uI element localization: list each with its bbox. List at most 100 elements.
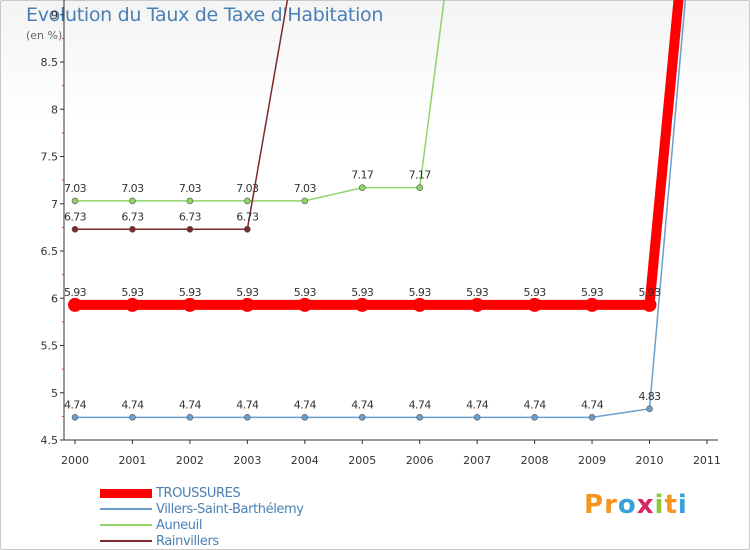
x-tick-label: 2002: [176, 454, 204, 467]
data-point: [182, 297, 197, 312]
y-tick-label: 4.5: [41, 434, 59, 447]
data-point: [240, 297, 255, 312]
data-label: 5.93: [524, 286, 547, 299]
data-point: [416, 414, 424, 421]
y-tick-label: 6: [51, 292, 58, 305]
data-point: [186, 197, 194, 205]
series-line-troussures: [70, 0, 684, 310]
logo-letter: x: [636, 490, 655, 520]
data-point: [244, 225, 251, 233]
data-label: 4.74: [581, 398, 604, 411]
data-point: [412, 297, 427, 312]
x-tick-label: 2007: [463, 454, 491, 467]
data-label: 5.93: [294, 286, 317, 299]
legend-swatch: [100, 540, 152, 542]
data-label: 4.74: [409, 398, 432, 411]
data-point: [71, 225, 79, 233]
logo-letter: P: [584, 490, 605, 520]
data-point: [301, 197, 309, 205]
chart-title: Evolution du Taux de Taxe d'Habitation: [26, 4, 384, 26]
data-point: [358, 184, 366, 191]
data-label: 5.93: [121, 286, 144, 299]
y-tick-label: 6.5: [41, 245, 59, 258]
x-tick-label: 2003: [233, 454, 261, 467]
x-tick-label: 2004: [291, 454, 319, 467]
proxiti-logo: Proxiti: [584, 490, 688, 520]
data-label: 4.74: [466, 398, 489, 411]
logo-letter: o: [617, 490, 637, 520]
y-tick-label: 9: [51, 9, 58, 22]
data-point: [244, 197, 251, 205]
legend-swatch: [100, 524, 152, 526]
data-point: [646, 405, 653, 413]
data-label: 4.74: [524, 398, 547, 411]
logo-letter: r: [604, 490, 618, 520]
data-point: [355, 297, 370, 312]
data-label: 5.93: [179, 286, 202, 299]
x-tick-label: 2006: [406, 454, 434, 467]
data-label: 7.17: [409, 169, 432, 182]
legend: TROUSSURES Villers-Saint-Barthélemy Auneui…: [100, 485, 304, 549]
y-tick-label: 8.5: [41, 56, 59, 69]
data-label: 5.93: [236, 286, 259, 299]
data-label: 5.93: [409, 286, 432, 299]
x-tick-label: 2010: [636, 454, 664, 467]
series-line-villers-saint-barth-lemy: [74, 0, 687, 419]
legend-label: Auneuil: [156, 517, 203, 533]
data-point: [129, 197, 136, 205]
data-label: 7.03: [236, 182, 259, 195]
data-label: 7.17: [351, 169, 374, 182]
data-point: [129, 225, 136, 233]
data-point: [301, 414, 309, 421]
legend-label: TROUSSURES: [156, 485, 241, 501]
y-tick-label: 7: [51, 198, 58, 211]
data-point: [642, 297, 657, 312]
data-label: 6.73: [64, 210, 87, 223]
data-label: 6.73: [121, 210, 144, 223]
data-label: 7.03: [64, 182, 87, 195]
data-label: 4.74: [351, 398, 374, 411]
y-tick-label: 5.5: [41, 340, 59, 353]
data-label: 5.93: [351, 286, 374, 299]
data-point: [527, 297, 542, 312]
logo-letter: i: [677, 490, 688, 520]
data-label: 4.74: [121, 398, 144, 411]
logo-letter: i: [654, 490, 665, 520]
data-label: 4.74: [236, 398, 259, 411]
legend-item: Rainvillers: [100, 533, 304, 549]
logo-letter: t: [664, 490, 678, 520]
data-point: [297, 297, 312, 312]
data-point: [129, 414, 136, 421]
data-label: 7.03: [121, 182, 144, 195]
data-point: [473, 414, 481, 421]
data-point: [186, 414, 194, 421]
data-label: 5.93: [64, 286, 87, 299]
data-point: [71, 414, 79, 421]
data-point: [358, 414, 366, 421]
legend-label: Rainvillers: [156, 533, 219, 549]
data-label: 7.03: [179, 182, 202, 195]
series-line-auneuil: [74, 0, 445, 202]
data-point: [186, 225, 194, 233]
data-label: 4.74: [294, 398, 317, 411]
x-tick-label: 2009: [578, 454, 606, 467]
legend-swatch: [100, 508, 152, 510]
data-point: [68, 297, 82, 312]
legend-label: Villers-Saint-Barthélemy: [156, 501, 304, 517]
data-label: 4.74: [64, 398, 87, 411]
x-tick-label: 2008: [521, 454, 549, 467]
data-label: 4.83: [638, 390, 661, 403]
series-line-rainvillers: [74, 0, 289, 231]
data-label: 5.93: [466, 286, 489, 299]
chart-subtitle: (en %): [26, 29, 63, 42]
legend-item: Auneuil: [100, 517, 304, 533]
x-tick-label: 2001: [118, 454, 146, 467]
data-point: [531, 414, 538, 421]
legend-swatch: [100, 488, 152, 498]
x-tick-label: 2000: [61, 454, 89, 467]
data-point: [585, 297, 600, 312]
x-tick-label: 2005: [348, 454, 376, 467]
data-label: 5.93: [581, 286, 604, 299]
y-tick-label: 8: [51, 103, 58, 116]
